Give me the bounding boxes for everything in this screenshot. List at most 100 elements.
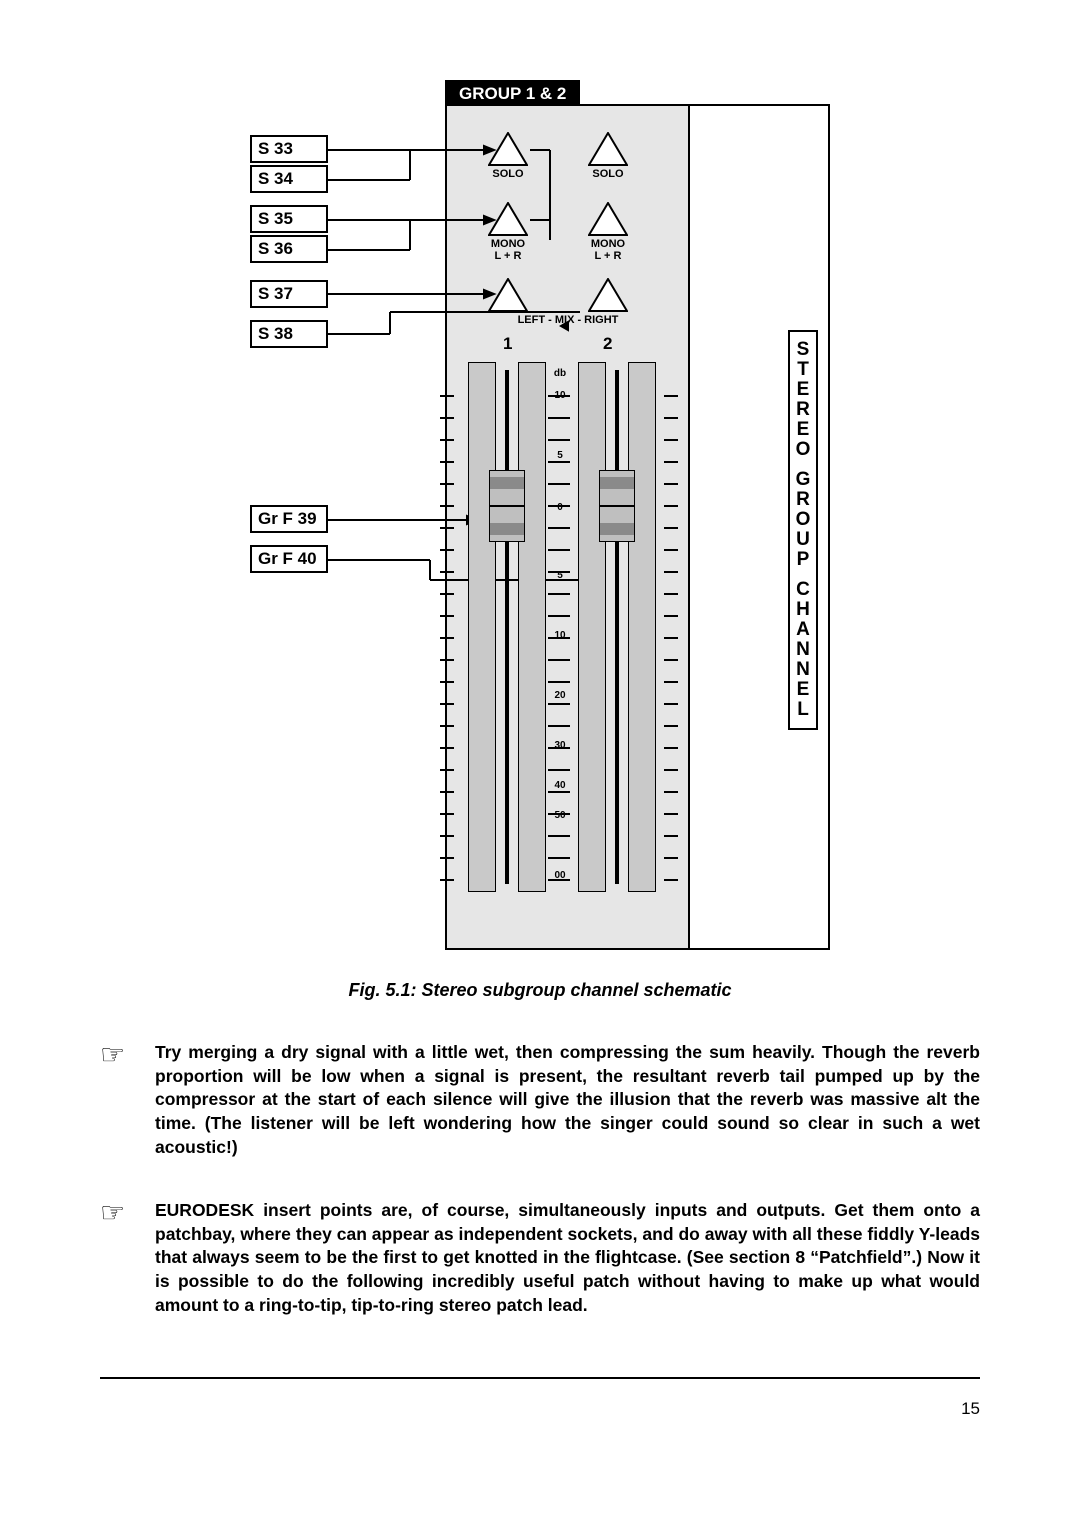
fader-2-track <box>615 370 619 884</box>
mono-label-2: MONO <box>588 238 628 250</box>
scale-tick <box>556 615 570 617</box>
col-1: 1 <box>503 334 512 354</box>
scale-tick <box>664 681 678 683</box>
mono-button-1[interactable] <box>488 202 528 234</box>
scale-m20: 20 <box>550 690 570 701</box>
fader-1-ghost <box>468 362 496 892</box>
scale-tick <box>440 417 454 419</box>
scale-tick <box>556 571 570 573</box>
lr-label-1: L + R <box>488 250 528 262</box>
footer-rule <box>100 1377 980 1379</box>
scale-tick <box>664 813 678 815</box>
scale-m50: 50 <box>550 810 570 821</box>
scale-m10: 10 <box>550 630 570 641</box>
scale-tick <box>440 615 454 617</box>
fader-1-track <box>505 370 509 884</box>
scale-tick <box>440 747 454 749</box>
scale-tick <box>440 483 454 485</box>
scale-tick <box>556 769 570 771</box>
scale-m40: 40 <box>550 780 570 791</box>
scale-tick <box>556 461 570 463</box>
fader-2-ghost-r <box>628 362 656 892</box>
scale-tick <box>556 659 570 661</box>
scale-tick <box>440 725 454 727</box>
scale-tick <box>556 439 570 441</box>
scale-tick <box>556 791 570 793</box>
lr-label-2: L + R <box>588 250 628 262</box>
mix-button-2[interactable] <box>588 278 628 310</box>
scale-tick <box>440 505 454 507</box>
mono-label-1: MONO <box>488 238 528 250</box>
scale-tick <box>440 593 454 595</box>
scale-tick <box>440 395 454 397</box>
scale-tick <box>556 593 570 595</box>
scale-tick <box>556 835 570 837</box>
scale-tick <box>440 703 454 705</box>
scale-tick <box>664 769 678 771</box>
scale-tick <box>664 439 678 441</box>
scale-tick <box>556 549 570 551</box>
scale-tick <box>664 395 678 397</box>
scale-tick <box>556 417 570 419</box>
scale-tick <box>556 483 570 485</box>
scale-tick <box>440 835 454 837</box>
scale-p5: 5 <box>550 450 570 461</box>
mix-label: LEFT - MIX - RIGHT <box>478 314 658 326</box>
scale-tick <box>440 681 454 683</box>
scale-tick <box>556 857 570 859</box>
figure-caption: Fig. 5.1: Stereo subgroup channel schema… <box>100 980 980 1001</box>
scale-tick <box>440 769 454 771</box>
scale-tick <box>556 703 570 705</box>
scale-tick <box>440 879 454 881</box>
scale-tick <box>664 879 678 881</box>
scale-tick <box>556 813 570 815</box>
hand-icon: ☞ <box>100 1041 155 1159</box>
scale-tick <box>440 549 454 551</box>
scale-tick <box>556 725 570 727</box>
scale-db: db <box>550 368 570 379</box>
scale-m30: 30 <box>550 740 570 751</box>
scale-tick <box>664 483 678 485</box>
scale-tick <box>664 703 678 705</box>
scale-tick <box>556 527 570 529</box>
schematic: STEREO GROUP CHANNEL GROUP 1 & 2 S 33 S … <box>250 80 830 950</box>
scale-tick <box>440 791 454 793</box>
hand-icon: ☞ <box>100 1199 155 1317</box>
scale-tick <box>664 571 678 573</box>
scale-tick <box>664 637 678 639</box>
scale-tick <box>556 681 570 683</box>
scale-tick <box>664 615 678 617</box>
scale-tick <box>664 747 678 749</box>
scale-tick <box>556 395 570 397</box>
tip-1-text: Try merging a dry signal with a little w… <box>155 1041 980 1159</box>
scale-tick <box>556 879 570 881</box>
scale-tick <box>664 857 678 859</box>
scale-tick <box>664 505 678 507</box>
scale-tick <box>664 527 678 529</box>
solo-button-1[interactable] <box>488 132 528 164</box>
scale-tick <box>664 835 678 837</box>
scale-tick <box>664 461 678 463</box>
scale-tick <box>440 813 454 815</box>
scale-tick <box>440 571 454 573</box>
scale-tick <box>664 417 678 419</box>
solo-label-2: SOLO <box>588 168 628 180</box>
scale-tick <box>440 461 454 463</box>
fader-2[interactable] <box>599 470 635 542</box>
mix-button-1[interactable] <box>488 278 528 310</box>
scale-tick <box>664 593 678 595</box>
scale-tick <box>664 725 678 727</box>
tip-1: ☞ Try merging a dry signal with a little… <box>100 1041 980 1159</box>
scale-tick <box>556 747 570 749</box>
mono-button-2[interactable] <box>588 202 628 234</box>
scale-tick <box>440 857 454 859</box>
tip-2-text: EURODESK insert points are, of course, s… <box>155 1199 980 1317</box>
solo-label-1: SOLO <box>488 168 528 180</box>
scale-0: 0 <box>550 502 570 513</box>
scale-tick <box>556 505 570 507</box>
fader-2-ghost <box>578 362 606 892</box>
solo-button-2[interactable] <box>588 132 628 164</box>
scale-tick <box>664 659 678 661</box>
fader-1[interactable] <box>489 470 525 542</box>
scale-tick <box>556 637 570 639</box>
